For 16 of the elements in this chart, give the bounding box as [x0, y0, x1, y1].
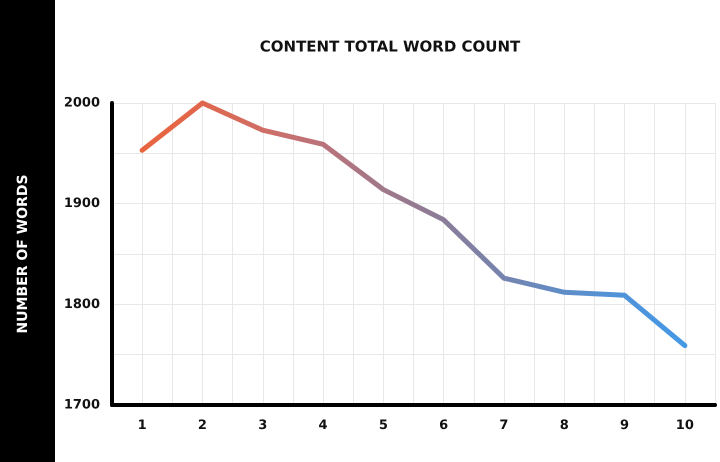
x-tick-label: 2 [198, 418, 207, 433]
y-tick-label: 1900 [64, 196, 100, 212]
x-tick-label: 8 [560, 418, 569, 433]
x-tick-label: 7 [499, 418, 508, 433]
x-tick-label: 10 [676, 418, 694, 433]
x-tick-label: 9 [620, 418, 630, 433]
x-tick-label: 6 [439, 418, 448, 433]
x-tick-label: 4 [318, 418, 328, 433]
chart-title: CONTENT TOTAL WORD COUNT [260, 38, 522, 56]
x-tick-label: 5 [378, 418, 388, 433]
x-tick-label: 1 [138, 418, 147, 433]
y-tick-label: 1800 [64, 296, 100, 312]
y-tick-label: 2000 [64, 96, 100, 110]
y-tick-label: 1700 [64, 398, 100, 412]
x-tick-label: 3 [258, 418, 268, 433]
y-axis-title: NUMBER OF WORDS [15, 174, 31, 334]
